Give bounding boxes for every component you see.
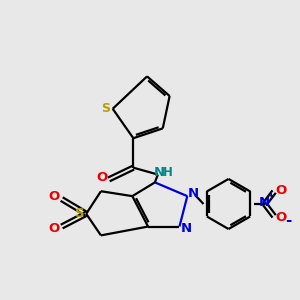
Text: N: N — [259, 196, 270, 209]
Text: N: N — [188, 187, 199, 200]
Text: H: H — [163, 166, 173, 179]
Text: N: N — [154, 166, 165, 179]
Text: +: + — [267, 191, 276, 201]
Text: O: O — [49, 222, 60, 236]
Text: O: O — [275, 211, 286, 224]
Text: N: N — [180, 221, 191, 235]
Text: -: - — [285, 213, 292, 228]
Text: O: O — [275, 184, 286, 196]
Text: S: S — [75, 207, 85, 220]
Text: O: O — [97, 172, 108, 184]
Text: S: S — [101, 102, 110, 115]
Text: O: O — [49, 190, 60, 203]
